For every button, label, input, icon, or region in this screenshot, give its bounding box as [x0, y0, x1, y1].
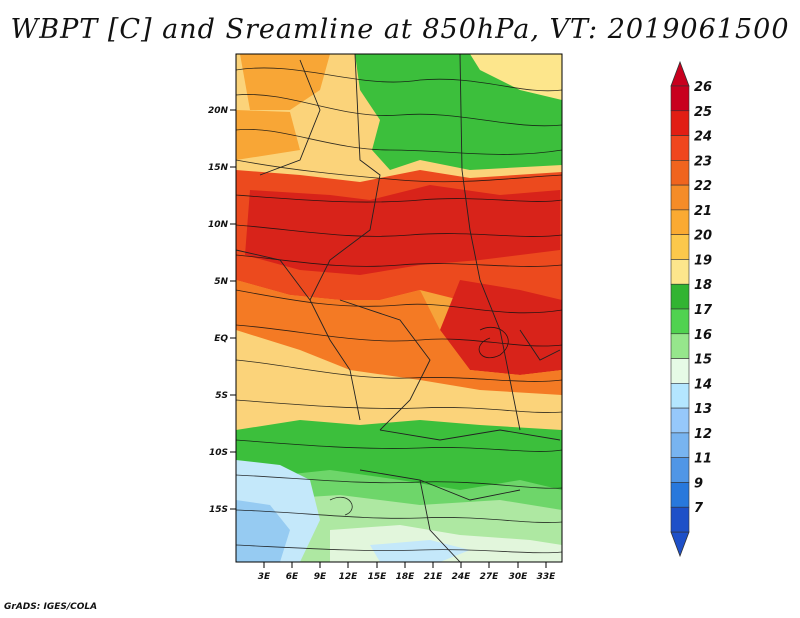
- colorbar-label: 12: [694, 427, 712, 442]
- colorbar-top-arrow: [670, 60, 690, 87]
- country-borders: [235, 53, 561, 563]
- lat-label: 15N: [208, 163, 229, 173]
- colorbar-segment: [670, 457, 690, 483]
- colorbar-segment: [670, 407, 690, 434]
- streamlines: [235, 67, 563, 554]
- colorbar-label: 16: [694, 328, 712, 343]
- lat-axis: 20N 15N 10N 5N EQ 5S 10S 15S: [208, 106, 236, 515]
- colorbar-label: 21: [694, 204, 712, 219]
- colorbar-segment: [670, 184, 690, 211]
- lon-label: 12E: [339, 572, 359, 582]
- lon-label: 33E: [537, 572, 557, 582]
- lon-label: 30E: [509, 572, 529, 582]
- lon-label: 21E: [424, 572, 444, 582]
- colorbar-label: 23: [694, 154, 712, 169]
- colorbar-label: 17: [694, 303, 713, 318]
- colorbar-segment: [670, 482, 690, 508]
- colorbar-label: 18: [694, 278, 712, 293]
- colorbar-segment: [670, 209, 690, 235]
- colorbar-label: 15: [694, 353, 712, 368]
- lat-label: 5S: [215, 391, 228, 401]
- lat-label: 10S: [209, 448, 228, 458]
- colorbar-segment: [670, 85, 690, 112]
- colorbar-label: 24: [694, 130, 712, 145]
- colorbar-segment: [670, 383, 690, 409]
- map-frame: [235, 53, 563, 563]
- colorbar-segment: [670, 110, 690, 136]
- colorbar-label: 7: [694, 501, 704, 516]
- colorbar-segment: [670, 160, 690, 186]
- colorbar-bottom-arrow: [670, 531, 690, 558]
- colorbar-segment: [670, 358, 690, 384]
- colorbar-label: 22: [694, 179, 712, 194]
- colorbar-segment: [670, 308, 690, 335]
- colorbar-label: 9: [694, 476, 703, 491]
- lon-label: 9E: [314, 572, 327, 582]
- lat-label: 5N: [214, 277, 228, 287]
- colorbar-label: 25: [694, 105, 712, 120]
- footer-credit: GrADS: IGES/COLA: [4, 602, 98, 612]
- colorbar-label: 14: [694, 377, 712, 392]
- colorbar-label: 13: [694, 402, 712, 417]
- colorbar-label: 20: [694, 229, 712, 244]
- lat-label: EQ: [214, 334, 228, 344]
- lon-axis: 3E 6E 9E 12E 15E 18E 21E 24E 27E 30E 33E: [258, 562, 556, 582]
- map-title: WBPT [C] and Sreamline at 850hPa, VT: 20…: [10, 14, 790, 45]
- colorbar-label: 11: [694, 452, 712, 467]
- colorbar-label: 19: [694, 253, 712, 268]
- colorbar-segment: [670, 432, 690, 458]
- lon-label: 24E: [452, 572, 472, 582]
- colorbar-segment: [670, 333, 690, 359]
- colorbar-segment: [670, 283, 690, 310]
- lon-label: 3E: [258, 572, 271, 582]
- colorbar-segment: [670, 506, 690, 533]
- lon-label: 18E: [396, 572, 416, 582]
- colorbar-segment: [670, 135, 690, 161]
- lat-label: 15S: [209, 505, 228, 515]
- lat-label: 20N: [208, 106, 229, 116]
- colorbar-segment: [670, 259, 690, 285]
- lon-label: 27E: [480, 572, 500, 582]
- colorbar-segment: [670, 234, 690, 260]
- lon-label: 6E: [286, 572, 299, 582]
- lat-label: 10N: [208, 220, 229, 230]
- lon-label: 15E: [368, 572, 388, 582]
- colorbar-label: 26: [694, 80, 712, 95]
- colorbar: 26 25 24 23 22 21 20 19 18 17 16 15 14 13 12 11 9 7: [670, 60, 713, 558]
